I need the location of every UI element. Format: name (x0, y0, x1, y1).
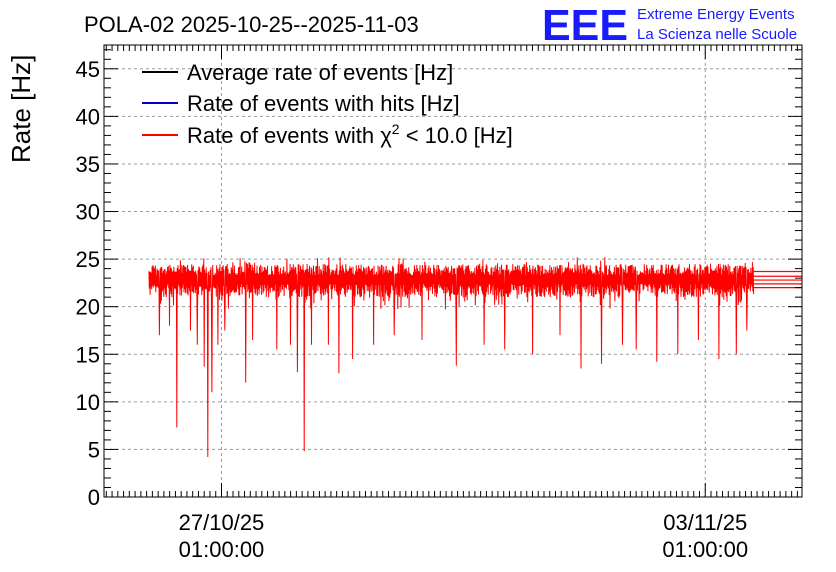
grid-lines (104, 45, 802, 497)
y-tick-label: 35 (76, 152, 100, 177)
y-tick-label: 40 (76, 104, 100, 129)
eee-logo: EEE Extreme Energy Events La Scienza nel… (542, 1, 797, 50)
logo-letters: EEE (542, 1, 628, 50)
y-tick-label: 25 (76, 247, 100, 272)
chi-superscript: 2 (392, 121, 400, 137)
series-chi2-rate (148, 257, 802, 458)
logo-line-1: Extreme Energy Events (637, 6, 795, 23)
x-tick-time-label: 01:00:00 (179, 537, 265, 562)
y-axis-label: Rate [Hz] (6, 55, 36, 163)
legend-label-hits: Rate of events with hits [Hz] (187, 91, 460, 116)
legend-label-average: Average rate of events [Hz] (187, 60, 453, 85)
y-tick-label: 45 (76, 57, 100, 82)
x-tick-date-label: 27/10/25 (179, 510, 265, 535)
y-tick-label: 20 (76, 295, 100, 320)
plot-frame (103, 44, 803, 498)
y-tick-label: 5 (88, 437, 100, 462)
y-tick-label: 30 (76, 200, 100, 225)
legend-label-chi2-suffix: < 10.0 [Hz] (400, 123, 513, 148)
x-tick-time-label: 01:00:00 (662, 537, 748, 562)
y-tick-label: 0 (88, 485, 100, 510)
logo-line-2: La Scienza nelle Scuole (637, 26, 797, 43)
legend-label-chi2-prefix: Rate of events with (187, 123, 380, 148)
chi-symbol: χ (380, 123, 392, 148)
y-tick-label: 10 (76, 390, 100, 415)
x-tick-date-label: 03/11/25 (663, 510, 747, 535)
series-line-chi2 (148, 257, 755, 458)
legend: Average rate of events [Hz] Rate of even… (142, 60, 513, 148)
legend-label-chi2: Rate of events with χ2 < 10.0 [Hz] (187, 121, 513, 148)
chart-title: POLA-02 2025-10-25--2025-11-03 (84, 12, 419, 37)
y-tick-label: 15 (76, 342, 100, 367)
axes: 05101520253035404527/10/2501:00:0003/11/… (76, 45, 802, 562)
